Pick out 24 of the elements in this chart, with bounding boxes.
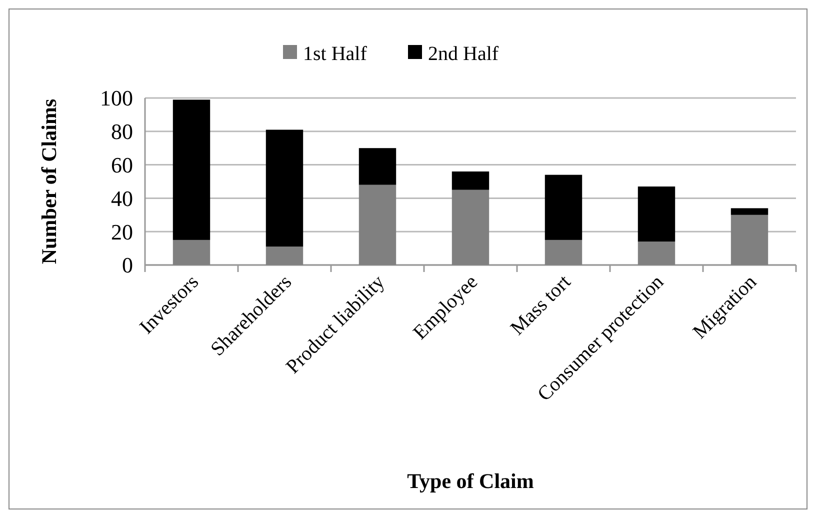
y-tick-label: 100 — [100, 86, 133, 111]
bar — [730, 208, 768, 215]
legend-label: 1st Half — [303, 43, 368, 65]
bar — [358, 184, 396, 265]
bar — [172, 100, 210, 240]
y-tick-label: 0 — [122, 252, 133, 278]
bar — [452, 171, 490, 190]
bar — [638, 186, 676, 242]
bar — [638, 242, 676, 265]
bar — [172, 240, 210, 265]
bar — [544, 240, 582, 265]
y-tick-label: 40 — [111, 186, 133, 211]
bar — [358, 148, 396, 185]
y-tick-label: 80 — [111, 119, 133, 144]
bar — [730, 214, 768, 265]
bar — [452, 190, 490, 265]
bar — [266, 130, 304, 247]
y-tick-label: 20 — [111, 219, 133, 244]
legend-label: 2nd Half — [428, 43, 499, 65]
x-axis-title: Type of Claim — [407, 469, 534, 493]
y-axis-title: Number of Claims — [37, 98, 61, 264]
y-tick-label: 60 — [111, 152, 133, 178]
bar — [544, 174, 582, 240]
bar — [266, 246, 304, 265]
